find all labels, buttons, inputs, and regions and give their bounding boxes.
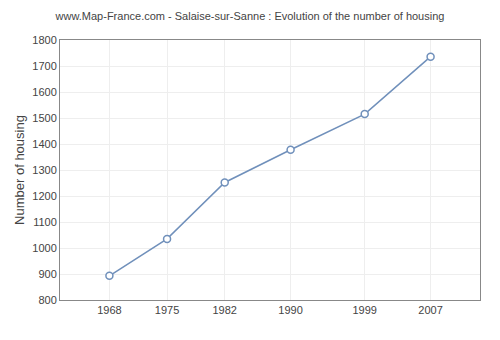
- svg-text:Number of housing: Number of housing: [12, 115, 27, 225]
- svg-text:1400: 1400: [32, 138, 56, 150]
- svg-text:1800: 1800: [32, 34, 56, 46]
- svg-text:1990: 1990: [278, 304, 302, 316]
- svg-text:2007: 2007: [418, 304, 442, 316]
- svg-text:1200: 1200: [32, 190, 56, 202]
- svg-text:800: 800: [38, 294, 56, 306]
- svg-text:1500: 1500: [32, 112, 56, 124]
- svg-text:1999: 1999: [352, 304, 376, 316]
- svg-text:1700: 1700: [32, 60, 56, 72]
- svg-text:1982: 1982: [212, 304, 236, 316]
- svg-text:www.Map-France.com - Salaise-s: www.Map-France.com - Salaise-sur-Sanne :…: [55, 10, 445, 22]
- svg-text:1975: 1975: [155, 304, 179, 316]
- svg-text:1300: 1300: [32, 164, 56, 176]
- svg-text:1968: 1968: [97, 304, 121, 316]
- svg-text:1100: 1100: [33, 216, 57, 228]
- svg-text:1000: 1000: [32, 242, 56, 254]
- svg-text:1600: 1600: [32, 86, 56, 98]
- svg-text:900: 900: [38, 268, 56, 280]
